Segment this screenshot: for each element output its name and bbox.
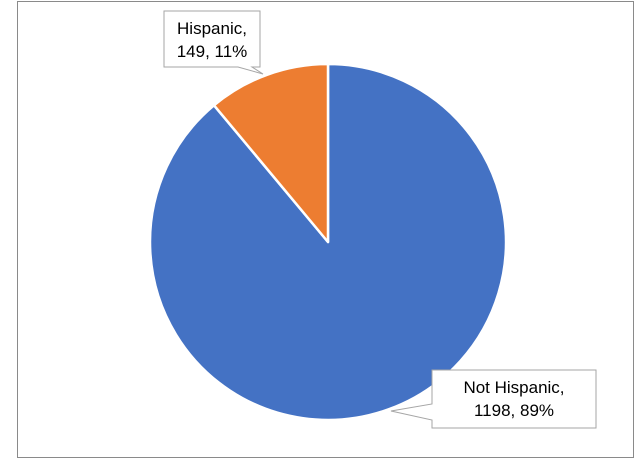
data-label-line2: 1198, 89% xyxy=(474,401,554,420)
callout-box xyxy=(163,10,264,75)
data-label-line1: Not Hispanic, xyxy=(463,378,564,397)
data-label-line1: Hispanic, xyxy=(177,19,247,38)
data-labels: Not Hispanic, 1198, 89% Hispanic, 149, 11% xyxy=(163,10,597,429)
data-label-line2: 149, 11% xyxy=(177,42,248,61)
data-label-not-hispanic: Not Hispanic, 1198, 89% xyxy=(390,369,597,429)
pie-slices xyxy=(148,62,508,422)
pie-slice-not-hispanic xyxy=(148,62,508,422)
pie-slice-hispanic xyxy=(212,62,330,244)
data-label-hispanic: Hispanic, 149, 11% xyxy=(163,10,264,75)
callout-box xyxy=(390,369,597,429)
